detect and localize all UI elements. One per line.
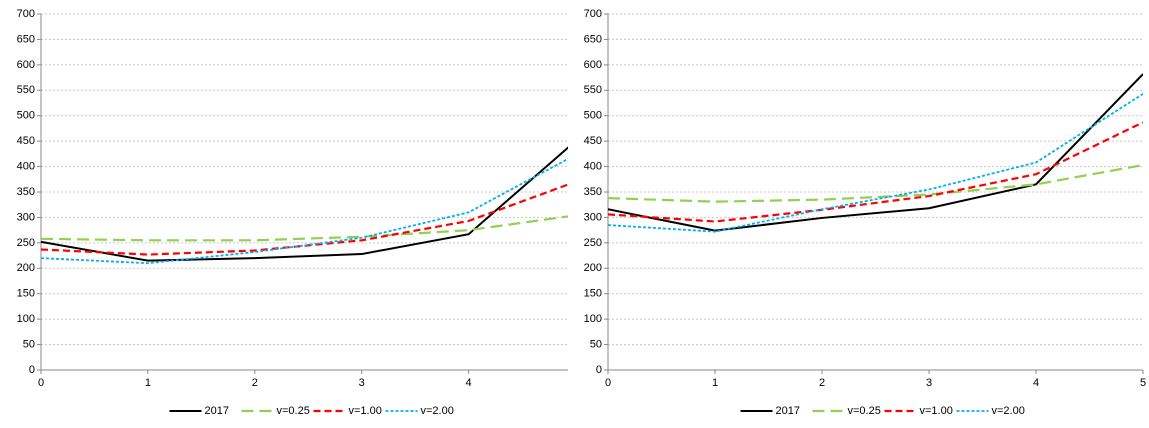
y-tick-label: 100 bbox=[584, 313, 602, 325]
y-tick-label: 500 bbox=[584, 110, 602, 122]
y-tick-label: 200 bbox=[584, 262, 602, 274]
y-tick-label: 0 bbox=[29, 364, 35, 376]
y-tick-label: 650 bbox=[17, 33, 35, 45]
y-tick-label: 350 bbox=[17, 186, 35, 198]
y-tick-label: 700 bbox=[584, 8, 602, 20]
y-tick-label: 250 bbox=[17, 237, 35, 249]
y-tick-label: 150 bbox=[17, 288, 35, 300]
series-line bbox=[41, 215, 568, 242]
series-line bbox=[41, 157, 568, 265]
legend-label: v=0.25 bbox=[277, 405, 310, 417]
y-tick-label: 550 bbox=[584, 84, 602, 96]
legend-label: v=2.00 bbox=[421, 405, 454, 417]
legend-label: v=2.00 bbox=[992, 405, 1025, 417]
x-tick-label: 5 bbox=[1140, 377, 1146, 389]
series-line bbox=[41, 146, 568, 262]
series-line bbox=[608, 121, 1143, 223]
y-tick-label: 450 bbox=[584, 135, 602, 147]
y-tick-label: 600 bbox=[17, 59, 35, 71]
y-tick-label: 700 bbox=[17, 8, 35, 20]
series-line bbox=[41, 183, 568, 256]
legend-label: 2017 bbox=[776, 405, 800, 417]
x-tick-label: 2 bbox=[252, 377, 258, 389]
y-tick-label: 450 bbox=[17, 135, 35, 147]
line-chart: 0501001502002503003504004505005506006507… bbox=[584, 8, 1146, 417]
y-tick-label: 250 bbox=[584, 237, 602, 249]
y-tick-label: 0 bbox=[596, 364, 602, 376]
y-tick-label: 150 bbox=[584, 288, 602, 300]
y-tick-label: 350 bbox=[584, 186, 602, 198]
y-tick-label: 50 bbox=[590, 338, 602, 350]
x-tick-label: 4 bbox=[1033, 377, 1039, 389]
series-line bbox=[608, 73, 1143, 232]
y-tick-label: 650 bbox=[584, 33, 602, 45]
series-line bbox=[608, 163, 1143, 203]
y-tick-label: 50 bbox=[23, 338, 35, 350]
legend-label: v=0.25 bbox=[848, 405, 881, 417]
legend-label: v=1.00 bbox=[920, 405, 953, 417]
y-tick-label: 100 bbox=[17, 313, 35, 325]
y-tick-label: 200 bbox=[17, 262, 35, 274]
x-tick-label: 2 bbox=[819, 377, 825, 389]
x-tick-label: 3 bbox=[359, 377, 365, 389]
x-tick-label: 0 bbox=[605, 377, 611, 389]
x-tick-label: 4 bbox=[466, 377, 472, 389]
y-tick-label: 600 bbox=[584, 59, 602, 71]
legend-label: 2017 bbox=[205, 405, 229, 417]
y-tick-label: 500 bbox=[17, 110, 35, 122]
x-tick-label: 1 bbox=[145, 377, 151, 389]
y-tick-label: 300 bbox=[17, 211, 35, 223]
series-line bbox=[608, 93, 1143, 233]
x-tick-label: 3 bbox=[926, 377, 932, 389]
y-tick-label: 400 bbox=[584, 160, 602, 172]
legend-label: v=1.00 bbox=[349, 405, 382, 417]
x-tick-label: 0 bbox=[38, 377, 44, 389]
x-tick-label: 1 bbox=[712, 377, 718, 389]
y-tick-label: 550 bbox=[17, 84, 35, 96]
line-chart: 0 50 100 150 200 250 300 350 400 450 500 550 600 650 7… bbox=[17, 8, 568, 417]
y-tick-label: 400 bbox=[17, 160, 35, 172]
y-tick-label: 300 bbox=[584, 211, 602, 223]
